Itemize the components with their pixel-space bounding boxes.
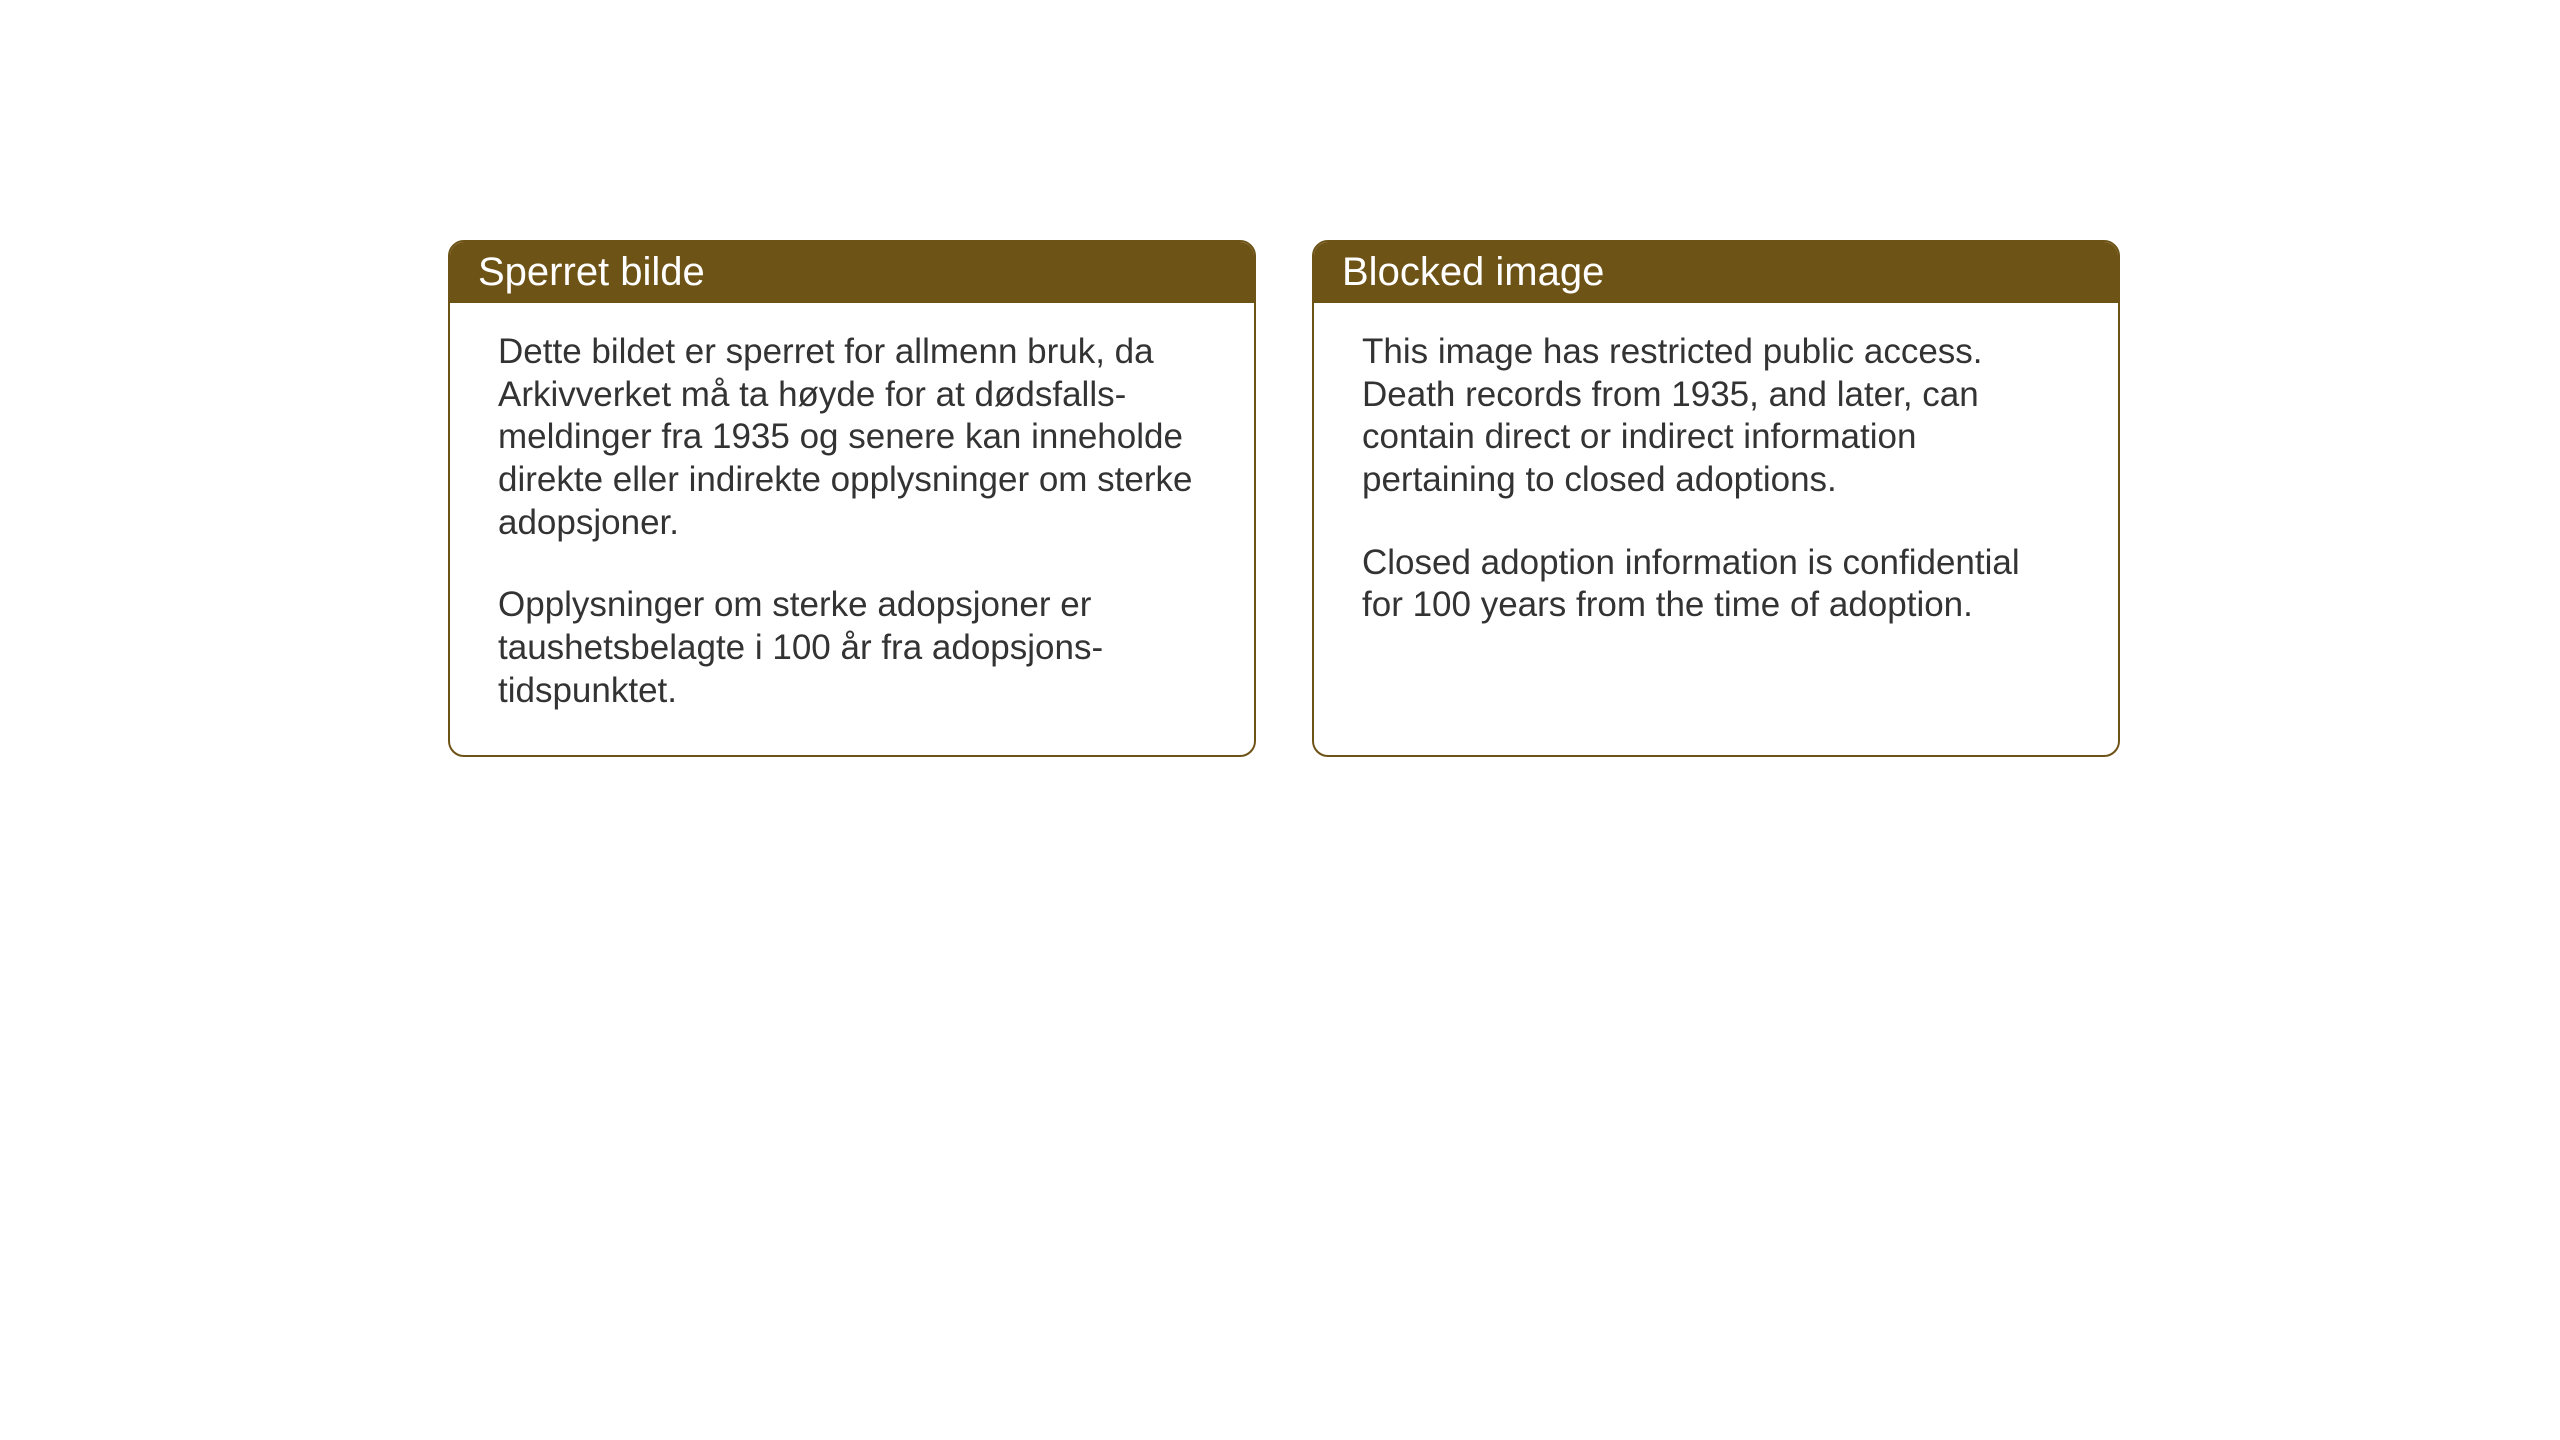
card-paragraph: Opplysninger om sterke adopsjoner er tau…	[498, 584, 1206, 712]
notice-card-norwegian: Sperret bilde Dette bildet er sperret fo…	[448, 240, 1256, 757]
card-body-english: This image has restricted public access.…	[1314, 303, 2118, 755]
card-paragraph: Closed adoption information is confident…	[1362, 542, 2070, 627]
card-header-norwegian: Sperret bilde	[450, 242, 1254, 303]
notice-cards-container: Sperret bilde Dette bildet er sperret fo…	[448, 240, 2120, 757]
card-paragraph: This image has restricted public access.…	[1362, 331, 2070, 502]
card-body-norwegian: Dette bildet er sperret for allmenn bruk…	[450, 303, 1254, 755]
card-header-english: Blocked image	[1314, 242, 2118, 303]
card-paragraph: Dette bildet er sperret for allmenn bruk…	[498, 331, 1206, 544]
notice-card-english: Blocked image This image has restricted …	[1312, 240, 2120, 757]
